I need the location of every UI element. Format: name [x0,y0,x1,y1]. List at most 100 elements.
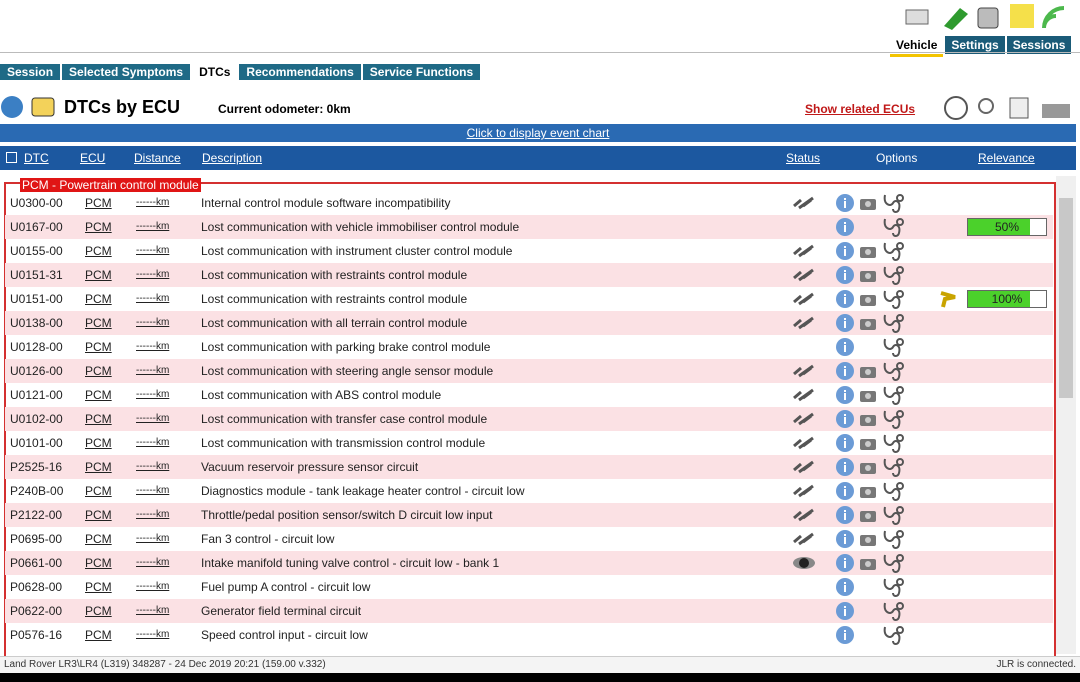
distance[interactable]: ------km [136,389,170,400]
distance[interactable]: ------km [136,413,170,424]
dtc-row[interactable]: P0576-16 PCM ------km Speed control input -… [5,623,1053,647]
camera-icon [859,361,877,384]
diagnose-icon [881,241,905,266]
ecu-link[interactable]: PCM [85,460,112,474]
distance[interactable]: ------km [136,485,170,496]
related-ecus-link[interactable]: Show related ECUs [805,102,916,116]
ecu-link[interactable]: PCM [85,364,112,378]
dtc-row[interactable]: U0126-00 PCM ------km Lost communication wi… [5,359,1053,383]
dtc-row[interactable]: P0628-00 PCM ------km Fuel pump A control -… [5,575,1053,599]
distance[interactable]: ------km [136,221,170,232]
nav-tab[interactable]: Recommendations [239,64,361,80]
dtc-row[interactable]: P2122-00 PCM ------km Throttle/pedal positi… [5,503,1053,527]
ecu-link[interactable]: PCM [85,244,112,258]
ecu-link[interactable]: PCM [85,484,112,498]
top-tab[interactable]: Vehicle [890,36,944,57]
distance[interactable]: ------km [136,269,170,280]
dtc-code: U0151-31 [10,268,63,282]
diagnose-icon [881,529,905,554]
distance[interactable]: ------km [136,461,170,472]
description: Throttle/pedal position sensor/switch D … [201,508,493,522]
status-icon [791,313,817,336]
distance[interactable]: ------km [136,533,170,544]
info-icon [835,337,855,360]
column-title[interactable]: DTC [24,151,49,165]
dtc-code: U0102-00 [10,412,63,426]
distance[interactable]: ------km [136,365,170,376]
camera-icon [859,265,877,288]
dtc-row[interactable]: U0151-00 PCM ------km Lost communication wi… [5,287,1053,311]
nav-tabs: Session Selected Symptoms DTCs Recommendati… [0,64,481,80]
ecu-link[interactable]: PCM [85,292,112,306]
collapse-icon[interactable] [6,152,17,163]
distance[interactable]: ------km [136,341,170,352]
column-title[interactable]: Status [786,151,821,165]
info-icon [835,433,855,456]
distance[interactable]: ------km [136,197,170,208]
dtc-row[interactable]: P2525-16 PCM ------km Vacuum reservoir pres… [5,455,1053,479]
distance[interactable]: ------km [136,581,170,592]
ecu-link[interactable]: PCM [85,220,112,234]
dtc-row[interactable]: P0661-00 PCM ------km Intake manifold tunin… [5,551,1053,575]
page-title: DTCs by ECU [64,97,181,117]
ecu-link[interactable]: PCM [85,556,112,570]
dtc-row[interactable]: U0138-00 PCM ------km Lost communication wi… [5,311,1053,335]
distance[interactable]: ------km [136,557,170,568]
dtc-code: U0138-00 [10,316,63,330]
nav-tab[interactable]: Service Functions [362,64,481,80]
diagnose-icon [881,361,905,386]
top-tab[interactable]: Settings [945,36,1005,54]
diagnose-icon [881,313,905,338]
scrollbar[interactable] [1056,176,1076,654]
description: Intake manifold tuning valve control - c… [201,556,500,570]
ecu-link[interactable]: PCM [85,268,112,282]
nav-tab[interactable]: DTCs [192,64,238,80]
distance[interactable]: ------km [136,437,170,448]
dtc-row[interactable]: P0695-00 PCM ------km Fan 3 control - circu… [5,527,1053,551]
status-icon [791,481,817,504]
ecu-link[interactable]: PCM [85,388,112,402]
dtc-code: U0300-00 [10,196,63,210]
camera-icon [859,433,877,456]
ecu-link[interactable]: PCM [85,196,112,210]
dtc-row[interactable]: U0102-00 PCM ------km Lost communication wi… [5,407,1053,431]
dtc-row[interactable]: U0101-00 PCM ------km Lost communication wi… [5,431,1053,455]
dtc-row[interactable]: U0128-00 PCM ------km Lost communication wi… [5,335,1053,359]
dtc-row[interactable]: U0155-00 PCM ------km Lost communication wi… [5,239,1053,263]
ecu-link[interactable]: PCM [85,340,112,354]
ecu-link[interactable]: PCM [85,508,112,522]
dtc-row[interactable]: U0151-31 PCM ------km Lost communication wi… [5,263,1053,287]
ecu-link[interactable]: PCM [85,604,112,618]
camera-icon [859,241,877,264]
nav-tab[interactable]: Selected Symptoms [62,64,191,80]
column-title[interactable]: Distance [134,151,181,165]
distance[interactable]: ------km [136,605,170,616]
ecu-link[interactable]: PCM [85,532,112,546]
event-bar [0,124,1076,142]
ecu-link[interactable]: PCM [85,316,112,330]
dtc-row[interactable]: U0167-00 PCM ------km Lost communication wi… [5,215,1053,239]
dtc-row[interactable]: P240B-00 PCM ------km Diagnostics module - … [5,479,1053,503]
distance[interactable]: ------km [136,293,170,304]
diagnose-icon [881,577,905,602]
dtc-row[interactable]: P0622-00 PCM ------km Generator field termi… [5,599,1053,623]
top-tab[interactable]: Sessions [1006,36,1072,54]
column-title[interactable]: ECU [80,151,106,165]
status-icon [791,529,817,552]
ecu-link[interactable]: PCM [85,436,112,450]
dtc-row[interactable]: U0121-00 PCM ------km Lost communication wi… [5,383,1053,407]
distance[interactable]: ------km [136,629,170,640]
column-title[interactable]: Relevance [978,151,1035,165]
ecu-link[interactable]: PCM [85,580,112,594]
dtc-row[interactable]: U0300-00 PCM ------km Internal control modu… [5,191,1053,215]
status-icon [791,385,817,408]
distance[interactable]: ------km [136,509,170,520]
column-title[interactable]: Options [876,151,918,165]
column-title[interactable]: Description [202,151,263,165]
ecu-link[interactable]: PCM [85,412,112,426]
nav-tab[interactable]: Session [0,64,61,80]
distance[interactable]: ------km [136,245,170,256]
distance[interactable]: ------km [136,317,170,328]
event-chart-link[interactable]: Click to display event chart [466,126,610,140]
ecu-link[interactable]: PCM [85,628,112,642]
